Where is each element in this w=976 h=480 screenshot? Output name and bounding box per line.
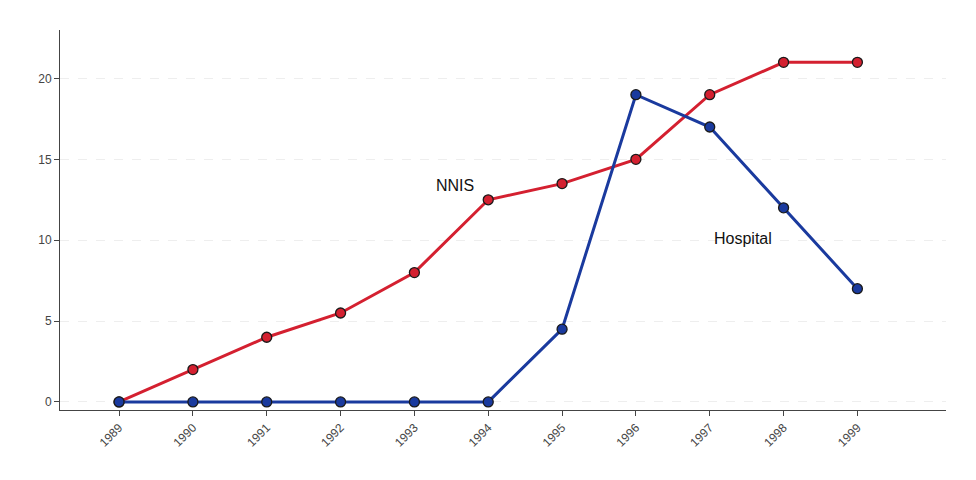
svg-text:20: 20 — [38, 72, 52, 86]
svg-text:10: 10 — [38, 233, 52, 247]
svg-text:1994: 1994 — [466, 421, 495, 450]
svg-text:1999: 1999 — [835, 421, 864, 450]
svg-text:5: 5 — [45, 314, 52, 328]
svg-text:15: 15 — [38, 153, 52, 167]
svg-text:1989: 1989 — [97, 421, 126, 450]
svg-text:1997: 1997 — [687, 421, 716, 450]
svg-text:1991: 1991 — [244, 421, 273, 450]
svg-text:1998: 1998 — [761, 421, 790, 450]
svg-text:1992: 1992 — [318, 421, 347, 450]
svg-text:1995: 1995 — [540, 421, 569, 450]
svg-text:Hospital: Hospital — [714, 230, 772, 247]
svg-text:0: 0 — [45, 395, 52, 409]
svg-text:1990: 1990 — [170, 421, 199, 450]
svg-text:1993: 1993 — [392, 421, 421, 450]
svg-text:1996: 1996 — [613, 421, 642, 450]
svg-text:NNIS: NNIS — [436, 177, 474, 194]
